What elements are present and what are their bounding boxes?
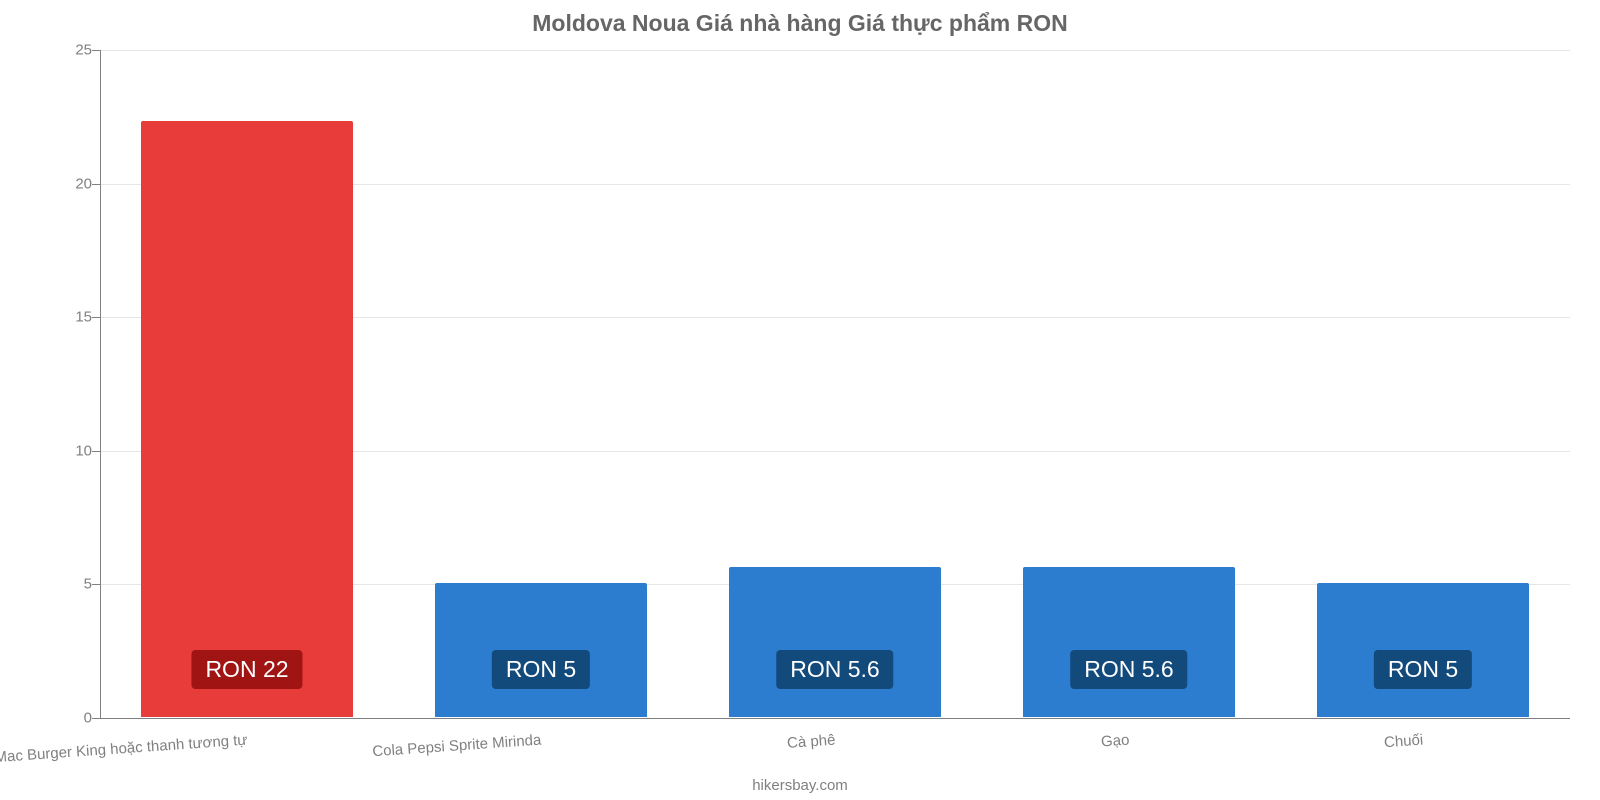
price-bar-chart: Moldova Noua Giá nhà hàng Giá thực phẩm … xyxy=(0,0,1600,800)
gridline xyxy=(100,50,1570,51)
bar-value-label: RON 5 xyxy=(492,650,590,689)
attribution-text: hikersbay.com xyxy=(0,777,1600,794)
y-tick-label: 0 xyxy=(68,710,92,727)
x-tick-label: Chuối xyxy=(1383,732,1423,752)
y-tick-mark xyxy=(92,184,100,185)
price-bar: RON 22 xyxy=(141,121,353,717)
gridline xyxy=(100,718,1570,719)
price-bar: RON 5.6 xyxy=(729,567,941,717)
price-bar: RON 5 xyxy=(435,583,647,717)
y-axis-line xyxy=(100,50,101,718)
bar-value-label: RON 5 xyxy=(1374,650,1472,689)
chart-title: Moldova Noua Giá nhà hàng Giá thực phẩm … xyxy=(0,10,1600,37)
bar-value-label: RON 5.6 xyxy=(776,650,893,689)
bar-value-label: RON 5.6 xyxy=(1070,650,1187,689)
x-tick-label: Cà phê xyxy=(786,732,835,752)
y-tick-label: 10 xyxy=(68,442,92,459)
y-tick-mark xyxy=(92,50,100,51)
y-tick-mark xyxy=(92,718,100,719)
bar-value-label: RON 22 xyxy=(191,650,302,689)
x-tick-label: Cola Pepsi Sprite Mirinda xyxy=(372,732,542,761)
x-tick-label: Mac Burger King hoặc thanh tương tự xyxy=(0,732,248,767)
y-tick-label: 15 xyxy=(68,309,92,326)
price-bar: RON 5 xyxy=(1317,583,1529,717)
x-tick-label: Gạo xyxy=(1100,732,1129,751)
y-tick-label: 25 xyxy=(68,42,92,59)
y-tick-mark xyxy=(92,451,100,452)
price-bar: RON 5.6 xyxy=(1023,567,1235,717)
y-tick-mark xyxy=(92,317,100,318)
plot-area: 0510152025RON 22Mac Burger King hoặc tha… xyxy=(100,50,1570,718)
y-tick-label: 20 xyxy=(68,175,92,192)
y-tick-mark xyxy=(92,584,100,585)
y-tick-label: 5 xyxy=(68,576,92,593)
